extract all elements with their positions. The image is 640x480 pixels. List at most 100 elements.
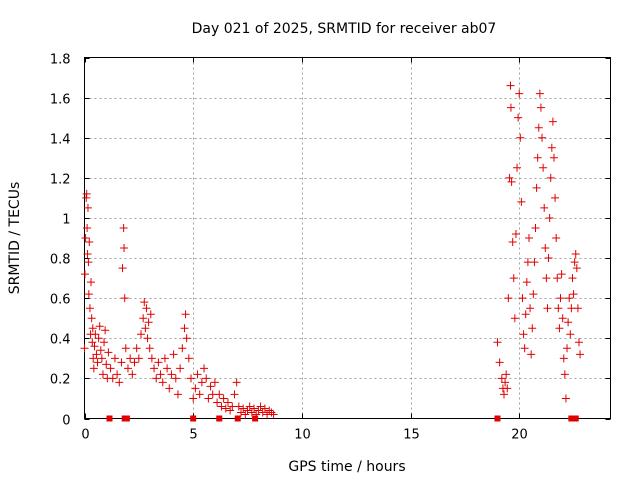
- data-points: [80, 81, 585, 422]
- data-point: [176, 364, 185, 373]
- data-point: [143, 334, 152, 343]
- data-point: [181, 310, 190, 319]
- data-point: [236, 408, 245, 417]
- data-point: [82, 189, 91, 198]
- y-tick-label: 0: [62, 414, 70, 429]
- data-point: [539, 163, 548, 172]
- data-point: [541, 244, 550, 253]
- data-point: [511, 229, 520, 238]
- data-point: [80, 270, 89, 279]
- data-point: [549, 153, 558, 162]
- data-point: [506, 81, 515, 90]
- data-point: [83, 203, 92, 212]
- zero-point: [572, 415, 579, 422]
- data-point: [501, 378, 510, 387]
- data-point: [536, 103, 545, 112]
- data-point: [542, 274, 551, 283]
- data-point: [528, 324, 537, 333]
- data-point: [130, 358, 139, 367]
- data-point: [184, 354, 193, 363]
- data-point: [524, 234, 533, 242]
- data-point: [137, 330, 146, 339]
- zero-point: [494, 415, 501, 422]
- data-point: [571, 250, 580, 259]
- data-point: [121, 344, 130, 353]
- data-point: [566, 330, 575, 339]
- data-point: [223, 398, 232, 407]
- data-point: [163, 364, 172, 373]
- data-point: [98, 370, 107, 379]
- zero-point: [106, 415, 113, 422]
- x-tick-label: 0: [81, 428, 89, 443]
- data-point: [85, 238, 94, 247]
- y-tick-label: 1.6: [50, 93, 71, 108]
- y-tick-label: 0.4: [50, 333, 71, 348]
- data-point: [504, 294, 513, 303]
- data-point: [499, 390, 508, 399]
- data-point: [173, 390, 182, 399]
- data-point: [529, 290, 538, 299]
- data-point: [221, 404, 230, 413]
- data-point: [189, 394, 198, 403]
- data-point: [200, 364, 209, 373]
- data-point: [113, 370, 122, 379]
- data-point: [84, 290, 93, 299]
- data-point: [102, 360, 111, 369]
- data-point: [108, 374, 117, 383]
- data-point: [531, 223, 540, 232]
- y-axis-label: SRMTID / TECUs: [7, 182, 23, 295]
- y-tick-labels: 0 0.2 0.4 0.6 0.8 1 1.2 1.4 1.6 1.8: [50, 53, 71, 429]
- x-tick-label: 10: [294, 428, 311, 443]
- y-tick-label: 1: [62, 213, 70, 228]
- data-point: [569, 290, 578, 299]
- x-tick-label: 5: [189, 428, 197, 443]
- data-point: [210, 378, 219, 387]
- data-point: [232, 378, 241, 387]
- data-point: [497, 374, 506, 383]
- data-point: [204, 394, 213, 403]
- data-point: [540, 203, 549, 212]
- data-point: [513, 163, 522, 172]
- data-point: [120, 244, 129, 253]
- data-point: [532, 183, 541, 192]
- data-point: [91, 330, 100, 339]
- data-point: [119, 223, 128, 232]
- zero-point: [123, 415, 130, 422]
- data-point: [145, 344, 154, 353]
- data-point: [565, 294, 574, 303]
- data-point: [126, 354, 135, 363]
- data-point: [101, 326, 110, 335]
- data-point: [87, 314, 96, 323]
- chart-title: Day 021 of 2025, SRMTID for receiver ab0…: [192, 21, 497, 37]
- zero-point: [216, 415, 223, 422]
- data-point: [100, 338, 109, 347]
- data-point: [134, 354, 143, 363]
- y-tick-label: 0.6: [50, 293, 71, 308]
- data-point: [250, 404, 259, 413]
- data-point: [94, 334, 103, 343]
- data-point: [144, 318, 153, 327]
- data-point: [520, 344, 529, 353]
- data-point: [197, 378, 206, 387]
- data-point: [267, 408, 276, 417]
- data-point: [510, 314, 519, 323]
- data-point: [265, 406, 274, 415]
- data-point: [93, 358, 102, 367]
- data-point: [245, 402, 254, 411]
- data-point: [516, 133, 525, 142]
- x-tick-label: 20: [511, 428, 528, 443]
- data-point: [169, 350, 178, 359]
- data-point: [517, 197, 526, 206]
- zero-point: [568, 415, 575, 422]
- data-point: [84, 258, 93, 267]
- data-point: [547, 143, 556, 152]
- data-point: [217, 402, 226, 411]
- data-point: [574, 338, 583, 347]
- data-point: [152, 374, 161, 383]
- data-point: [219, 394, 228, 403]
- data-point: [106, 364, 115, 373]
- data-point: [182, 334, 191, 343]
- data-point: [509, 274, 518, 283]
- data-point: [559, 354, 568, 363]
